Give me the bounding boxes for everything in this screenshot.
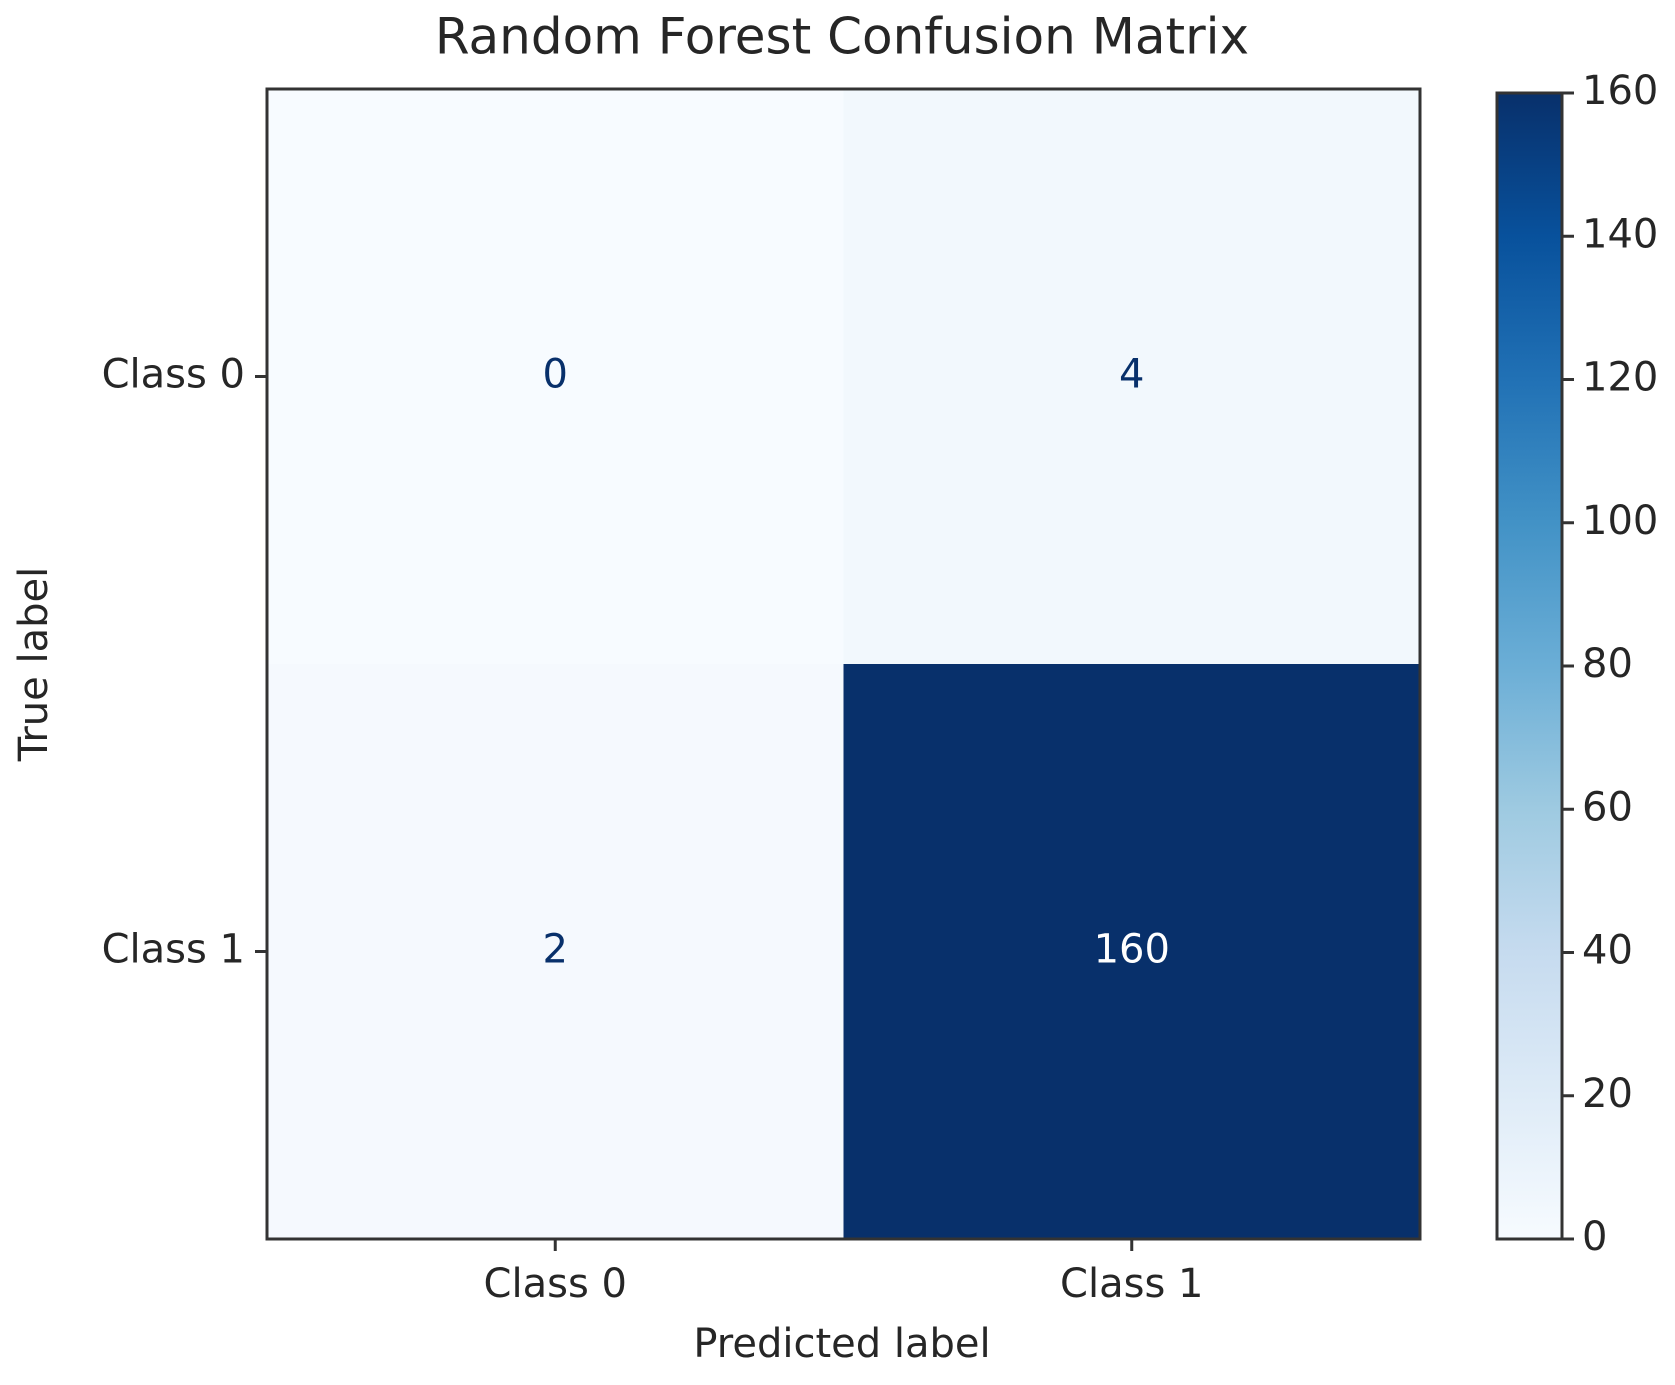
colorbar-tick-label: 0 — [1582, 1214, 1607, 1260]
y-tick-label: Class 1 — [102, 927, 245, 973]
x-axis-label: Predicted label — [693, 1321, 990, 1367]
heatmap-cell — [843, 664, 1420, 1239]
heatmap-cell — [267, 664, 844, 1239]
y-tick-label: Class 0 — [102, 352, 245, 398]
colorbar-tick-label: 60 — [1582, 784, 1633, 830]
x-tick-label: Class 0 — [484, 1261, 627, 1307]
colorbar-tick-label: 20 — [1582, 1071, 1633, 1117]
cell-label: 160 — [1094, 927, 1170, 973]
heatmap-cell — [267, 89, 844, 664]
cell-label: 0 — [543, 352, 568, 398]
colorbar — [1495, 91, 1564, 1241]
cell-label: 4 — [1119, 352, 1144, 398]
colorbar-tick-label: 140 — [1582, 211, 1658, 257]
chart-title: Random Forest Confusion Matrix — [435, 8, 1249, 66]
heatmap-cell — [843, 89, 1420, 664]
colorbar-tick-label: 80 — [1582, 641, 1633, 687]
y-axis-label: True label — [11, 567, 57, 762]
plot-frame — [265, 87, 1422, 1241]
x-tick-label: Class 1 — [1060, 1261, 1203, 1307]
cell-label: 2 — [543, 927, 568, 973]
colorbar-tick-label: 40 — [1582, 928, 1633, 974]
colorbar-tick-label: 160 — [1582, 68, 1658, 114]
colorbar-tick-label: 120 — [1582, 355, 1658, 401]
colorbar-tick-label: 100 — [1582, 498, 1658, 544]
